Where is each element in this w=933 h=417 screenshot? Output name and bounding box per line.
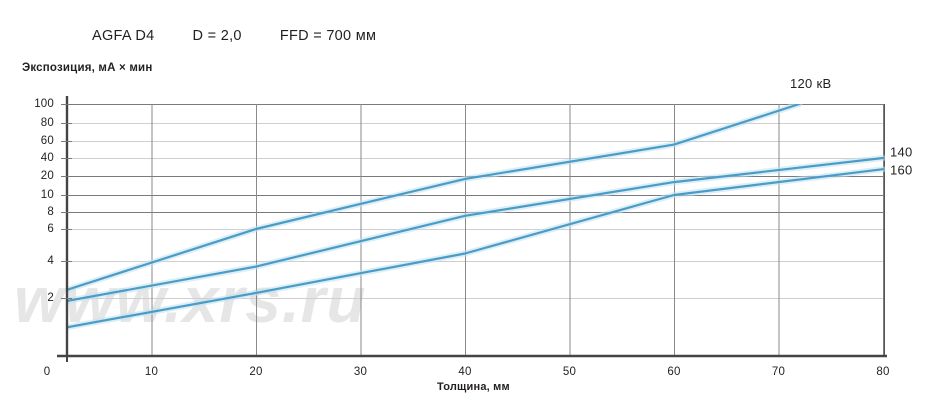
x-tick-label-50: 50 — [562, 366, 577, 378]
x-tick-label-60: 60 — [667, 366, 681, 378]
series-label-140: 140 — [890, 144, 913, 160]
series-halo-0 — [68, 104, 803, 293]
y-tick-label-80: 80 — [40, 117, 54, 129]
header-item-density: D = 2,0 — [192, 28, 242, 44]
y-tick-label-8: 8 — [47, 206, 54, 218]
y-tick-label-20: 20 — [40, 170, 54, 182]
x-tick-label-30: 30 — [353, 366, 368, 378]
x-tick-label-70: 70 — [771, 366, 786, 378]
y-tick-label-40: 40 — [40, 152, 54, 164]
chart-header: AGFA D4 D = 2,0 FFD = 700 мм — [92, 28, 376, 44]
plot-area — [68, 104, 885, 356]
series-label-160: 160 — [890, 162, 913, 178]
y-axis-title: Экспозиция, мА × мин — [22, 62, 153, 74]
x-tick-label-80: 80 — [876, 366, 890, 378]
series-line-1 — [68, 156, 885, 302]
y-tick-label-60: 60 — [40, 135, 54, 147]
header-item-ffd: FFD = 700 мм — [279, 28, 377, 44]
x-tick-label-20: 20 — [249, 366, 263, 378]
plot-svg — [68, 104, 885, 356]
series-label-120-кв: 120 кВ — [790, 76, 832, 91]
x-axis-title: Толщина, мм — [437, 381, 510, 393]
x-tick-label-0: 0 — [43, 366, 51, 378]
x-tick-label-40: 40 — [458, 366, 472, 378]
y-tick-label-6: 6 — [47, 223, 54, 235]
x-tick-label-10: 10 — [144, 366, 159, 378]
y-tick-label-10: 10 — [40, 189, 54, 201]
header-item-film: AGFA D4 — [92, 28, 155, 44]
y-tick-label-4: 4 — [47, 255, 54, 267]
series-line-2 — [68, 168, 885, 329]
y-tick-label-100: 100 — [34, 98, 54, 110]
series-line-0 — [68, 104, 801, 291]
y-tick-label-2: 2 — [47, 292, 54, 304]
